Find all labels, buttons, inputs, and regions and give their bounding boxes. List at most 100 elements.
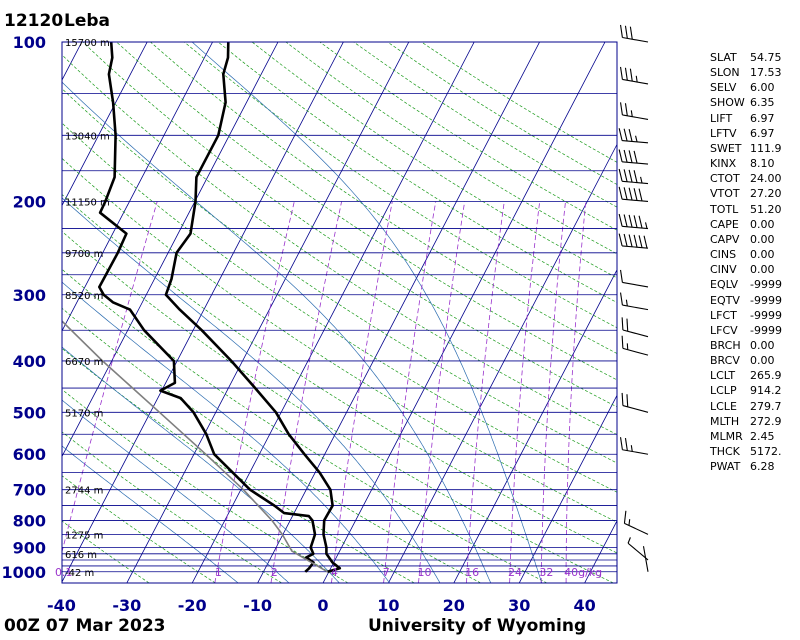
barb-flag [633,234,638,248]
wind-barb [621,317,649,338]
mixing-ratio-line [540,201,566,583]
moist-adiabat [62,346,340,583]
dry-adiabat [62,54,617,436]
wind-barb [618,186,649,203]
index-row: CTOT 24.00 [710,171,782,186]
barb-flag [619,292,623,306]
index-row: LCLP 914.2 [710,383,782,398]
barb-flag [633,170,638,183]
index-value: 6.35 [750,96,775,110]
index-value: 27.20 [750,187,782,201]
barb-staff [622,36,649,43]
isotherm-line [388,143,617,583]
index-key: VTOT [710,187,740,201]
barb-flag [624,438,628,451]
pressure-tick-label: 500 [13,403,46,422]
dry-adiabat [116,42,617,381]
barb-flag [618,186,623,200]
height-label: 616 m [65,550,97,561]
barb-flag [628,214,633,228]
index-key: EQTV [710,293,740,307]
barb-half-flag [635,135,638,143]
wind-barb [618,128,649,144]
dry-adiabat [62,347,415,583]
index-row: SWET 111.9 [710,141,782,156]
moist-adiabat [191,42,543,583]
mixing-ratio-label: 10 [417,566,431,579]
barb-flag [623,128,628,142]
barb-flag [619,102,623,115]
height-label: 1275 m [65,530,103,541]
isotherm-line [62,42,148,207]
index-key: CAPE [710,217,739,231]
barb-half-flag [640,176,643,184]
wind-barb [619,24,649,43]
mixing-ratio-line [214,201,295,583]
wind-barb [618,233,649,249]
index-value: -9999 [750,293,782,307]
mixing-ratio-label: 24 [508,566,522,579]
height-label: 13040 m [65,131,110,142]
dry-adiabat [62,431,282,583]
index-row: LIFT 6.97 [710,111,782,126]
wind-barb [619,437,649,455]
barb-flag [628,169,633,183]
barb-flag [618,149,623,162]
barb-flag [629,68,633,82]
pressure-tick-label: 200 [13,192,46,211]
sounding-time: 00Z 07 Mar 2023 [4,616,166,636]
temperature-tick-label: 40 [573,596,595,615]
pressure-tick-label: 800 [13,511,46,530]
wind-barb [627,537,649,561]
isotherm-line [62,42,279,458]
index-row: THCK 5172. [710,444,782,459]
pressure-tick-label: 400 [13,352,46,371]
wind-barb [619,102,649,120]
height-label: 15700 m [65,38,110,49]
isotherm-line [126,42,410,583]
barb-half-flag [627,537,631,544]
index-key: LCLT [710,369,736,383]
index-value: -9999 [750,323,782,337]
mixing-ratio-label: 0.1 [55,566,73,579]
barb-flag [621,335,624,349]
index-key: CTOT [710,172,740,186]
temperature-tick-label: -30 [112,596,141,615]
barb-flag [623,233,628,247]
index-key: SELV [710,81,737,95]
barb-flag [643,235,648,249]
index-value: 8.10 [750,157,775,171]
dry-adiabat [62,122,617,493]
index-row: LCLT 265.9 [710,368,782,383]
barb-flag [619,269,623,283]
barb-flag [628,234,633,247]
index-row: LFTV 6.97 [710,126,782,141]
index-value: -9999 [750,308,782,322]
station-id: 12120 [4,11,64,31]
index-row: VTOT 27.20 [710,186,782,201]
barb-flag [633,215,638,228]
index-row: BRCH 0.00 [710,338,782,353]
temperature-tick-label: 20 [443,596,465,615]
barb-staff [627,542,649,561]
moist-adiabat [62,281,390,583]
index-key: LFTV [710,126,737,140]
pressure-tick-label: 100 [13,33,46,52]
mixing-ratio-line [331,201,393,583]
index-key: PWAT [710,460,741,474]
pressure-tick-label: 900 [13,539,46,558]
barb-flag [628,129,633,142]
height-label: 9700 m [65,249,103,260]
temperature-tick-label: 30 [508,596,530,615]
temperature-profile [164,42,342,574]
temperature-tick-label: -40 [47,596,76,615]
barb-flag [619,24,623,38]
dry-adiabat [150,42,617,354]
index-row: CINS 0.00 [710,247,782,262]
index-value: 0.00 [750,217,775,231]
barb-flag [623,510,627,524]
barb-flag [638,215,643,229]
index-value: 914.2 [750,384,782,398]
barb-flag [621,317,624,331]
plot-frame [61,41,618,584]
